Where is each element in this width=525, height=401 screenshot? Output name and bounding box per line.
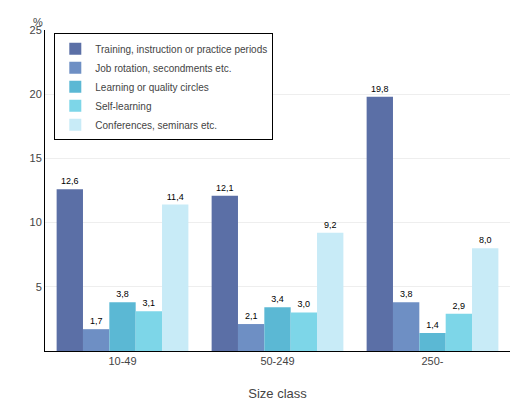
svg-text:Self-learning: Self-learning xyxy=(95,101,151,112)
svg-text:3,0: 3,0 xyxy=(298,299,311,309)
svg-text:20: 20 xyxy=(30,88,42,100)
svg-text:Conferences, seminars etc.: Conferences, seminars etc. xyxy=(95,120,217,131)
svg-text:10: 10 xyxy=(30,216,42,228)
svg-text:8,0: 8,0 xyxy=(479,235,492,245)
svg-text:3,8: 3,8 xyxy=(116,289,129,299)
svg-text:19,8: 19,8 xyxy=(371,84,389,94)
svg-text:12,1: 12,1 xyxy=(216,183,234,193)
svg-text:15: 15 xyxy=(30,152,42,164)
svg-text:3,4: 3,4 xyxy=(271,294,284,304)
svg-text:10-49: 10-49 xyxy=(108,355,136,367)
svg-text:2,1: 2,1 xyxy=(245,311,258,321)
svg-text:11,4: 11,4 xyxy=(167,192,184,202)
svg-text:1,7: 1,7 xyxy=(90,316,103,326)
svg-text:3,8: 3,8 xyxy=(400,289,413,299)
svg-text:Job rotation, secondments etc.: Job rotation, secondments etc. xyxy=(95,63,231,74)
svg-text:Size class: Size class xyxy=(248,386,307,401)
svg-text:25: 25 xyxy=(30,24,42,36)
svg-text:Learning or quality circles: Learning or quality circles xyxy=(95,82,208,93)
svg-text:2,9: 2,9 xyxy=(453,301,466,311)
svg-text:250-: 250- xyxy=(421,355,443,367)
svg-text:Training, instruction or pract: Training, instruction or practice period… xyxy=(95,44,267,55)
svg-text:3,1: 3,1 xyxy=(143,298,156,308)
svg-text:1,4: 1,4 xyxy=(426,320,439,330)
svg-text:%: % xyxy=(33,16,43,28)
svg-text:12,6: 12,6 xyxy=(61,176,79,186)
svg-text:50-249: 50-249 xyxy=(260,355,294,367)
svg-text:5: 5 xyxy=(36,281,42,293)
svg-text:9,2: 9,2 xyxy=(324,220,337,230)
